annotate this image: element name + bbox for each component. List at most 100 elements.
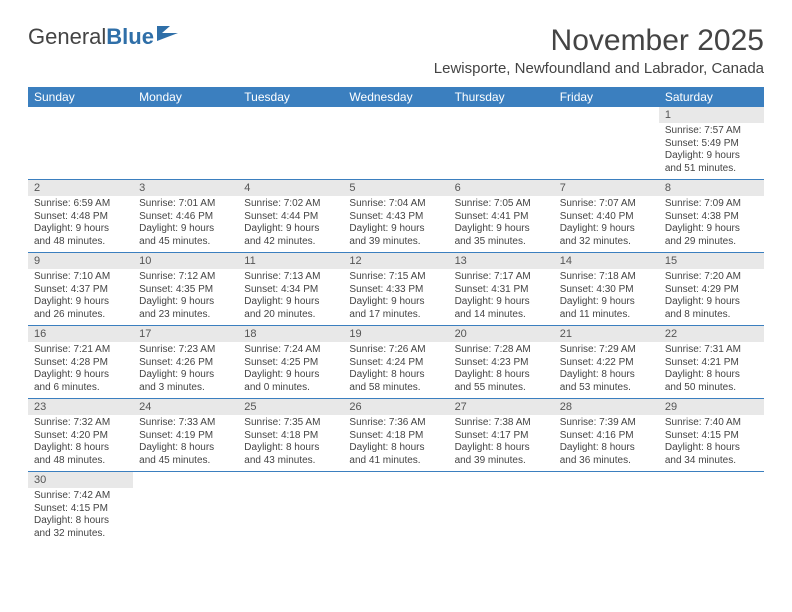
- sunset-text: Sunset: 4:19 PM: [139, 430, 232, 443]
- calendar-cell: 25Sunrise: 7:35 AMSunset: 4:18 PMDayligh…: [238, 399, 343, 472]
- day-info: Sunrise: 7:09 AMSunset: 4:38 PMDaylight:…: [659, 196, 764, 252]
- day-info: Sunrise: 7:15 AMSunset: 4:33 PMDaylight:…: [343, 269, 448, 325]
- day-info: Sunrise: 7:20 AMSunset: 4:29 PMDaylight:…: [659, 269, 764, 325]
- calendar-header-row: SundayMondayTuesdayWednesdayThursdayFrid…: [28, 87, 764, 107]
- day-number: 6: [449, 180, 554, 196]
- calendar-cell: 12Sunrise: 7:15 AMSunset: 4:33 PMDayligh…: [343, 253, 448, 326]
- day-number: 17: [133, 326, 238, 342]
- calendar-cell: [554, 107, 659, 180]
- sunset-text: Sunset: 4:48 PM: [34, 211, 127, 224]
- day-info: Sunrise: 7:38 AMSunset: 4:17 PMDaylight:…: [449, 415, 554, 471]
- calendar-cell: [238, 107, 343, 180]
- calendar-cell: 23Sunrise: 7:32 AMSunset: 4:20 PMDayligh…: [28, 399, 133, 472]
- calendar-cell: 1Sunrise: 7:57 AMSunset: 5:49 PMDaylight…: [659, 107, 764, 180]
- day-number: 10: [133, 253, 238, 269]
- calendar-week-row: 1Sunrise: 7:57 AMSunset: 5:49 PMDaylight…: [28, 107, 764, 180]
- day-number: 4: [238, 180, 343, 196]
- calendar-cell: 16Sunrise: 7:21 AMSunset: 4:28 PMDayligh…: [28, 326, 133, 399]
- sunset-text: Sunset: 4:46 PM: [139, 211, 232, 224]
- sunset-text: Sunset: 4:35 PM: [139, 284, 232, 297]
- sunrise-text: Sunrise: 7:07 AM: [560, 198, 653, 211]
- sunset-text: Sunset: 4:20 PM: [34, 430, 127, 443]
- calendar-cell: 26Sunrise: 7:36 AMSunset: 4:18 PMDayligh…: [343, 399, 448, 472]
- daylight-text: Daylight: 9 hours and 39 minutes.: [349, 223, 442, 248]
- day-info: Sunrise: 7:36 AMSunset: 4:18 PMDaylight:…: [343, 415, 448, 471]
- month-title: November 2025: [434, 24, 764, 58]
- sunset-text: Sunset: 4:15 PM: [665, 430, 758, 443]
- daylight-text: Daylight: 8 hours and 58 minutes.: [349, 369, 442, 394]
- daylight-text: Daylight: 8 hours and 39 minutes.: [455, 442, 548, 467]
- day-number: 5: [343, 180, 448, 196]
- calendar-cell: 8Sunrise: 7:09 AMSunset: 4:38 PMDaylight…: [659, 180, 764, 253]
- sunset-text: Sunset: 4:43 PM: [349, 211, 442, 224]
- calendar-cell: 11Sunrise: 7:13 AMSunset: 4:34 PMDayligh…: [238, 253, 343, 326]
- day-number: 1: [659, 107, 764, 123]
- daylight-text: Daylight: 9 hours and 29 minutes.: [665, 223, 758, 248]
- sunset-text: Sunset: 4:34 PM: [244, 284, 337, 297]
- day-number: 25: [238, 399, 343, 415]
- calendar-cell: [28, 107, 133, 180]
- daylight-text: Daylight: 8 hours and 50 minutes.: [665, 369, 758, 394]
- day-info: Sunrise: 7:28 AMSunset: 4:23 PMDaylight:…: [449, 342, 554, 398]
- calendar-cell: 17Sunrise: 7:23 AMSunset: 4:26 PMDayligh…: [133, 326, 238, 399]
- weekday-header: Sunday: [28, 87, 133, 107]
- weekday-header: Saturday: [659, 87, 764, 107]
- day-info: Sunrise: 7:42 AMSunset: 4:15 PMDaylight:…: [28, 488, 133, 544]
- day-info: Sunrise: 7:17 AMSunset: 4:31 PMDaylight:…: [449, 269, 554, 325]
- sunset-text: Sunset: 4:28 PM: [34, 357, 127, 370]
- day-info: Sunrise: 7:10 AMSunset: 4:37 PMDaylight:…: [28, 269, 133, 325]
- daylight-text: Daylight: 8 hours and 32 minutes.: [34, 515, 127, 540]
- calendar-cell: 29Sunrise: 7:40 AMSunset: 4:15 PMDayligh…: [659, 399, 764, 472]
- sunset-text: Sunset: 4:16 PM: [560, 430, 653, 443]
- sunrise-text: Sunrise: 7:04 AM: [349, 198, 442, 211]
- day-info: Sunrise: 7:57 AMSunset: 5:49 PMDaylight:…: [659, 123, 764, 179]
- logo-text-1: General: [28, 24, 106, 50]
- day-number: 19: [343, 326, 448, 342]
- day-info: Sunrise: 7:32 AMSunset: 4:20 PMDaylight:…: [28, 415, 133, 471]
- day-info: Sunrise: 7:29 AMSunset: 4:22 PMDaylight:…: [554, 342, 659, 398]
- daylight-text: Daylight: 9 hours and 48 minutes.: [34, 223, 127, 248]
- sunrise-text: Sunrise: 7:39 AM: [560, 417, 653, 430]
- day-number: 30: [28, 472, 133, 488]
- daylight-text: Daylight: 8 hours and 36 minutes.: [560, 442, 653, 467]
- sunrise-text: Sunrise: 7:13 AM: [244, 271, 337, 284]
- sunset-text: Sunset: 4:24 PM: [349, 357, 442, 370]
- sunrise-text: Sunrise: 7:02 AM: [244, 198, 337, 211]
- day-number: 11: [238, 253, 343, 269]
- sunset-text: Sunset: 4:18 PM: [349, 430, 442, 443]
- day-info: Sunrise: 7:21 AMSunset: 4:28 PMDaylight:…: [28, 342, 133, 398]
- sunset-text: Sunset: 4:25 PM: [244, 357, 337, 370]
- calendar-cell: 4Sunrise: 7:02 AMSunset: 4:44 PMDaylight…: [238, 180, 343, 253]
- calendar-cell: 22Sunrise: 7:31 AMSunset: 4:21 PMDayligh…: [659, 326, 764, 399]
- calendar-cell: [343, 107, 448, 180]
- day-number: 20: [449, 326, 554, 342]
- sunrise-text: Sunrise: 7:05 AM: [455, 198, 548, 211]
- calendar-cell: 15Sunrise: 7:20 AMSunset: 4:29 PMDayligh…: [659, 253, 764, 326]
- sunset-text: Sunset: 4:40 PM: [560, 211, 653, 224]
- sunset-text: Sunset: 4:17 PM: [455, 430, 548, 443]
- day-info: Sunrise: 7:13 AMSunset: 4:34 PMDaylight:…: [238, 269, 343, 325]
- day-number: 9: [28, 253, 133, 269]
- calendar-cell: 30Sunrise: 7:42 AMSunset: 4:15 PMDayligh…: [28, 472, 133, 545]
- sunrise-text: Sunrise: 7:10 AM: [34, 271, 127, 284]
- day-info: Sunrise: 7:40 AMSunset: 4:15 PMDaylight:…: [659, 415, 764, 471]
- sunrise-text: Sunrise: 7:57 AM: [665, 125, 758, 138]
- sunrise-text: Sunrise: 7:23 AM: [139, 344, 232, 357]
- calendar-cell: 14Sunrise: 7:18 AMSunset: 4:30 PMDayligh…: [554, 253, 659, 326]
- daylight-text: Daylight: 9 hours and 51 minutes.: [665, 150, 758, 175]
- calendar-body: 1Sunrise: 7:57 AMSunset: 5:49 PMDaylight…: [28, 107, 764, 544]
- day-number: 27: [449, 399, 554, 415]
- logo-flag-icon: [156, 24, 180, 42]
- title-block: November 2025 Lewisporte, Newfoundland a…: [434, 24, 764, 83]
- sunrise-text: Sunrise: 7:20 AM: [665, 271, 758, 284]
- calendar-cell: [133, 107, 238, 180]
- daylight-text: Daylight: 9 hours and 42 minutes.: [244, 223, 337, 248]
- sunrise-text: Sunrise: 7:29 AM: [560, 344, 653, 357]
- calendar-cell: 20Sunrise: 7:28 AMSunset: 4:23 PMDayligh…: [449, 326, 554, 399]
- sunrise-text: Sunrise: 7:36 AM: [349, 417, 442, 430]
- day-number: 13: [449, 253, 554, 269]
- day-number: 3: [133, 180, 238, 196]
- daylight-text: Daylight: 9 hours and 26 minutes.: [34, 296, 127, 321]
- calendar-table: SundayMondayTuesdayWednesdayThursdayFrid…: [28, 87, 764, 544]
- page-header: GeneralBlue November 2025 Lewisporte, Ne…: [28, 24, 764, 83]
